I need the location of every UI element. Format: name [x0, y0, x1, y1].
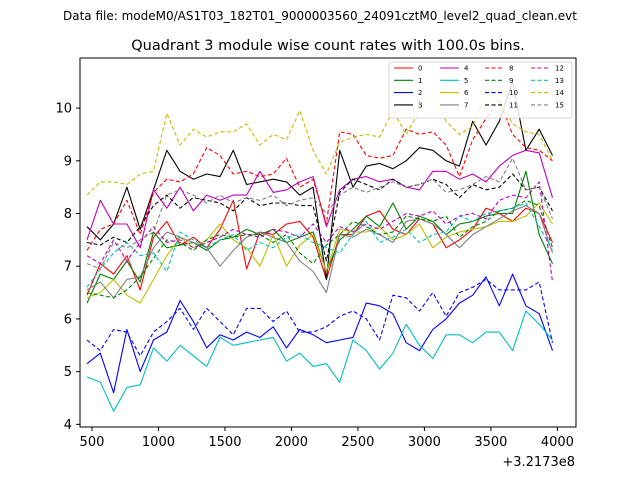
- x-tick-label: 3500: [474, 435, 507, 450]
- legend-label-12: 12: [555, 65, 564, 73]
- legend-label-9: 9: [509, 77, 513, 85]
- x-tick-label: 1000: [142, 435, 175, 450]
- x-tick-label: 2000: [275, 435, 308, 450]
- y-tick-label: 10: [55, 102, 72, 117]
- legend-label-3: 3: [418, 101, 422, 109]
- series-line-2: [86, 273, 554, 394]
- series-line-12: [86, 181, 554, 283]
- x-tick-label: 3000: [408, 435, 441, 450]
- y-tick-label: 4: [64, 418, 72, 433]
- y-tick-label: 5: [64, 365, 72, 380]
- legend-label-14: 14: [555, 89, 564, 97]
- series-line-5: [86, 310, 553, 412]
- legend-label-6: 6: [464, 89, 469, 97]
- series-line-13: [86, 202, 553, 288]
- x-tick-label: 4000: [541, 435, 574, 450]
- axes-frame: [79, 57, 577, 428]
- y-axis-ticks: 4 5 6 7 8 9 10: [55, 102, 80, 433]
- legend-label-1: 1: [418, 77, 422, 85]
- y-tick-label: 7: [64, 260, 72, 275]
- legend-label-2: 2: [418, 89, 422, 97]
- series-line-6: [86, 202, 553, 304]
- legend-label-13: 13: [555, 77, 564, 85]
- series-line-0: [86, 199, 553, 296]
- x-tick-label: 500: [80, 435, 105, 450]
- legend-label-5: 5: [464, 77, 468, 85]
- legend-label-8: 8: [509, 65, 513, 73]
- series-line-10: [86, 278, 554, 357]
- series-line-8: [86, 99, 553, 251]
- legend-label-7: 7: [464, 101, 468, 109]
- x-tick-label: 2500: [341, 435, 374, 450]
- chart-title: Quadrant 3 module wise count rates with …: [131, 38, 525, 54]
- series-line-9: [86, 199, 554, 299]
- series-line-14: [86, 91, 553, 196]
- series-line-4: [86, 149, 554, 249]
- legend-label-10: 10: [509, 89, 518, 97]
- legend-label-0: 0: [418, 65, 422, 73]
- series-line-15: [86, 157, 554, 270]
- y-tick-label: 6: [64, 312, 72, 327]
- x-axis-ticks: 500 1000 1500 2000 2500 3000 3500 4000: [80, 427, 574, 450]
- series-line-7: [86, 205, 554, 299]
- x-axis-offset-label: +3.2173e8: [502, 455, 575, 470]
- legend-box: [388, 61, 573, 119]
- legend-label-11: 11: [509, 101, 518, 109]
- y-tick-label: 9: [64, 154, 72, 169]
- series-line-1: [86, 170, 553, 304]
- legend-label-15: 15: [555, 101, 564, 109]
- series-layer: [86, 81, 554, 412]
- legend-label-4: 4: [464, 65, 469, 73]
- x-tick-label: 1500: [208, 435, 241, 450]
- y-tick-label: 8: [64, 207, 72, 222]
- figure-suptitle: Data file: modeM0/AS1T03_182T01_90000035…: [63, 9, 577, 23]
